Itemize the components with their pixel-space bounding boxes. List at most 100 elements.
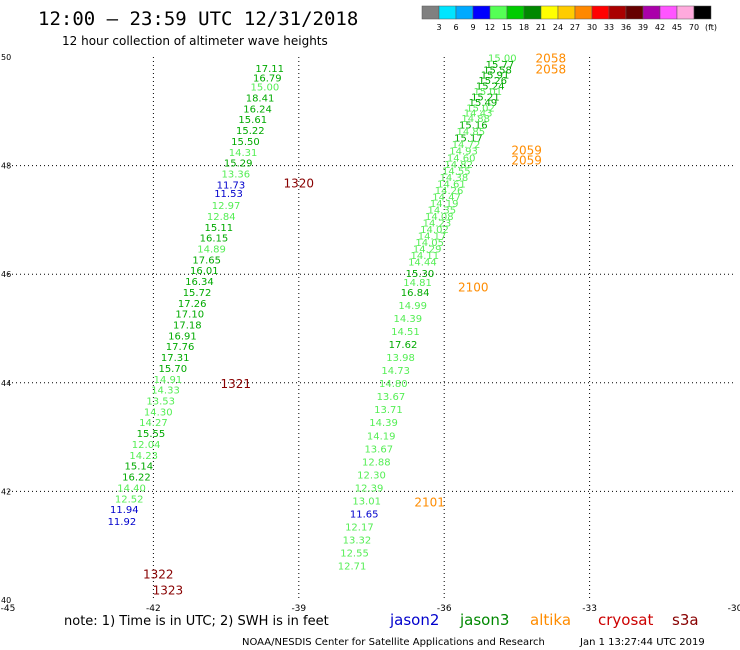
wave-height-label: 15.70 — [158, 364, 187, 375]
wave-height-label: 14.26 — [435, 186, 464, 197]
wave-height-label: 14.02 — [420, 225, 449, 236]
chart-subtitle: 12 hour collection of altimeter wave hei… — [62, 34, 328, 48]
colorbar-swatch — [557, 5, 576, 20]
colorbar-label: 39 — [638, 23, 648, 32]
wave-height-label: 15.91 — [481, 71, 510, 82]
pass-time-label: 2100 — [458, 281, 489, 295]
wave-height-label: 15.00 — [488, 53, 517, 64]
wave-height-label: 11.92 — [108, 517, 137, 528]
wave-height-label: 14.11 — [410, 251, 439, 262]
wave-height-label: 14.43 — [464, 109, 493, 120]
wave-height-label: 14.23 — [423, 218, 452, 229]
wave-height-label: 14.85 — [457, 127, 486, 138]
wave-height-label: 14.93 — [449, 147, 478, 158]
wave-height-label: 13.71 — [374, 405, 403, 416]
wave-height-label: 16.34 — [185, 277, 214, 288]
wave-height-label: 14.60 — [447, 153, 476, 164]
wave-height-label: 12.39 — [355, 483, 384, 494]
wave-height-label: 14.39 — [369, 418, 398, 429]
legend-entry-s3a: s3a — [672, 611, 699, 629]
colorbar-label: 36 — [621, 23, 631, 32]
wave-height-label: 14.88 — [461, 114, 490, 125]
colorbar-swatch — [659, 5, 678, 20]
pass-time-label: 1320 — [284, 176, 315, 190]
colorbar-label: 45 — [672, 23, 682, 32]
wave-height-label: 12.04 — [132, 440, 161, 451]
colorbar-swatch — [489, 5, 508, 20]
wave-height-label: 14.19 — [367, 431, 396, 442]
wave-height-label: 15.61 — [238, 115, 267, 126]
wave-height-label: 16.84 — [401, 288, 430, 299]
wave-height-label: 16.91 — [168, 331, 197, 342]
wave-height-label: 14.55 — [442, 166, 471, 177]
wave-height-label: 14.35 — [427, 205, 456, 216]
footer-note: note: 1) Time is in UTC; 2) SWH is in fe… — [64, 614, 329, 629]
wave-height-label: 15.49 — [469, 98, 498, 109]
wave-height-label: 14.23 — [129, 451, 158, 462]
wave-height-label: 17.26 — [178, 299, 207, 310]
wave-height-label: 14.81 — [403, 278, 432, 289]
wave-height-label: 15.58 — [483, 65, 512, 76]
x-tick-label: -39 — [291, 604, 306, 614]
wave-height-label: 14.51 — [391, 327, 420, 338]
pass-time-label: 2059 — [511, 144, 542, 158]
wave-height-label: 14.33 — [151, 386, 180, 397]
wave-height-label: 12.84 — [207, 212, 236, 223]
satellite-legend: jason2 jason3 altika cryosat s3a — [389, 611, 699, 629]
y-tick-label: 48 — [1, 162, 11, 171]
wave-height-label: 16.24 — [243, 104, 272, 115]
wave-height-label: 15.30 — [406, 269, 435, 280]
footer-timestamp: Jan 1 13:27:44 UTC 2019 — [579, 637, 705, 648]
wave-height-label: 14.31 — [229, 148, 258, 159]
y-tick-label: 46 — [1, 270, 11, 279]
wave-height-label: 13.32 — [343, 536, 372, 547]
wave-height-label: 15.17 — [454, 134, 483, 145]
wave-height-label: 12.88 — [362, 457, 391, 468]
wave-height-label: 15.55 — [137, 429, 166, 440]
wave-height-points: 17.1116.7915.0018.4116.2415.6115.2215.50… — [108, 53, 517, 572]
y-tick-label: 40 — [1, 596, 11, 605]
wave-height-label: 15.21 — [471, 92, 500, 103]
legend-entry-jason3: jason3 — [459, 611, 509, 629]
wave-height-label: 14.19 — [430, 199, 459, 210]
wave-height-label: 15.50 — [231, 137, 260, 148]
pass-time-label: 2058 — [536, 51, 567, 65]
colorbar-swatch — [540, 5, 559, 20]
wave-height-label: 15.11 — [205, 223, 234, 234]
legend-entry-jason2: jason2 — [389, 611, 439, 629]
wave-height-label: 12.30 — [357, 470, 386, 481]
wave-height-label: 15.01 — [473, 87, 502, 98]
wave-height-label: 14.30 — [144, 407, 173, 418]
colorbar-label: 21 — [536, 23, 546, 32]
wave-height-label: 15.26 — [478, 76, 507, 87]
wave-height-label: 17.18 — [173, 321, 202, 332]
wave-height-label: 14.73 — [381, 366, 410, 377]
color-scale-legend: 3 6 9 12 15 18 21 24 27 30 33 36 39 42 45 70 (ft) — [421, 5, 717, 32]
colorbar-swatch — [506, 5, 525, 20]
wave-height-label: 13.67 — [377, 392, 406, 403]
chart-title: 12:00 – 23:59 UTC 12/31/2018 — [38, 8, 358, 30]
wave-height-label: 14.27 — [139, 418, 168, 429]
wave-height-label: 16.79 — [253, 73, 282, 84]
grid-lines — [8, 57, 735, 600]
colorbar-swatch — [574, 5, 593, 20]
colorbar-label: 24 — [553, 23, 563, 32]
wave-height-label: 14.39 — [394, 314, 423, 325]
colorbar-swatch — [642, 5, 661, 20]
wave-height-label: 12.71 — [338, 562, 367, 573]
wave-height-label: 11.65 — [350, 509, 379, 520]
pass-time-label: 2101 — [414, 496, 445, 510]
wave-height-label: 15.22 — [236, 126, 265, 137]
colorbar-label: 42 — [655, 23, 665, 32]
wave-height-label: 13.53 — [146, 397, 175, 408]
wave-height-label: 14.72 — [452, 140, 481, 151]
colorbar-swatch — [523, 5, 542, 20]
colorbar-label: 12 — [485, 23, 495, 32]
x-tick-label: -36 — [437, 604, 452, 614]
wave-height-label: 15.14 — [125, 462, 154, 473]
wave-height-label: 15.77 — [486, 60, 515, 71]
footer-credit: NOAA/NESDIS Center for Satellite Applica… — [242, 637, 545, 648]
colorbar-label: 9 — [470, 23, 475, 32]
wave-height-label: 17.31 — [161, 353, 190, 364]
